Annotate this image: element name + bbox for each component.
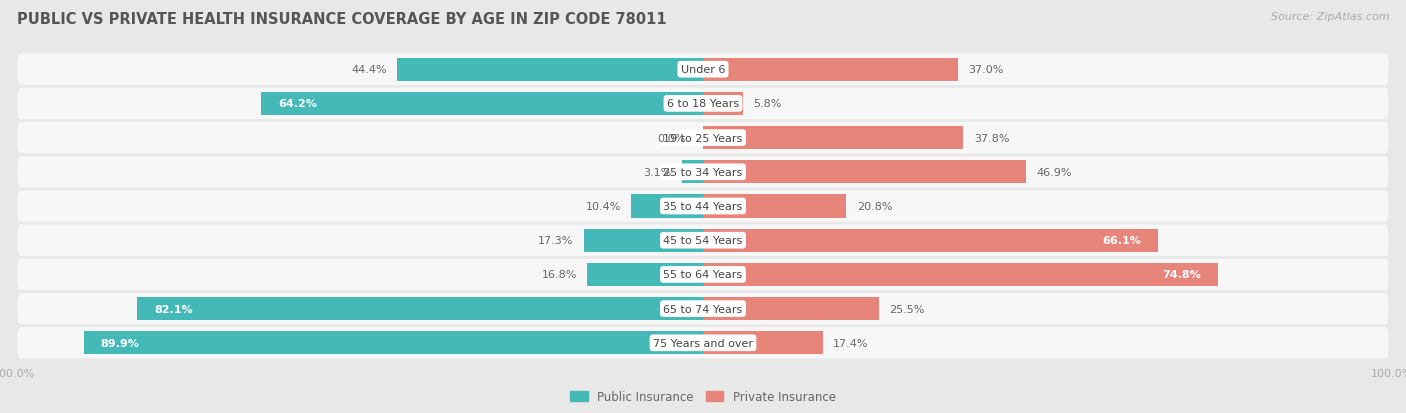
Bar <box>703 263 1219 286</box>
Text: 82.1%: 82.1% <box>155 304 193 314</box>
Bar <box>703 58 957 82</box>
FancyBboxPatch shape <box>17 157 1389 188</box>
Bar <box>631 195 703 218</box>
Text: 89.9%: 89.9% <box>101 338 139 348</box>
FancyBboxPatch shape <box>17 55 1389 86</box>
Text: 5.8%: 5.8% <box>754 99 782 109</box>
Text: 25.5%: 25.5% <box>889 304 924 314</box>
Text: Under 6: Under 6 <box>681 65 725 75</box>
Text: 44.4%: 44.4% <box>352 65 387 75</box>
Text: 65 to 74 Years: 65 to 74 Years <box>664 304 742 314</box>
FancyBboxPatch shape <box>17 88 1389 120</box>
Text: 25 to 34 Years: 25 to 34 Years <box>664 167 742 177</box>
Bar <box>703 161 1026 184</box>
Bar <box>583 229 703 252</box>
FancyBboxPatch shape <box>17 191 1389 222</box>
Text: 46.9%: 46.9% <box>1036 167 1071 177</box>
Text: 17.4%: 17.4% <box>834 338 869 348</box>
Bar <box>703 93 742 116</box>
Bar <box>703 229 1159 252</box>
Bar <box>396 58 703 82</box>
Text: 10.4%: 10.4% <box>586 202 621 211</box>
Bar <box>682 161 703 184</box>
FancyBboxPatch shape <box>17 293 1389 325</box>
FancyBboxPatch shape <box>17 327 1389 358</box>
FancyBboxPatch shape <box>17 225 1389 256</box>
Bar <box>703 195 846 218</box>
Text: 37.0%: 37.0% <box>969 65 1004 75</box>
FancyBboxPatch shape <box>17 123 1389 154</box>
Text: 0.0%: 0.0% <box>658 133 686 143</box>
Bar <box>260 93 703 116</box>
Bar <box>588 263 703 286</box>
Bar <box>138 297 703 320</box>
Text: 55 to 64 Years: 55 to 64 Years <box>664 270 742 280</box>
Text: 17.3%: 17.3% <box>538 236 574 246</box>
Text: 45 to 54 Years: 45 to 54 Years <box>664 236 742 246</box>
Legend: Public Insurance, Private Insurance: Public Insurance, Private Insurance <box>565 385 841 408</box>
Text: PUBLIC VS PRIVATE HEALTH INSURANCE COVERAGE BY AGE IN ZIP CODE 78011: PUBLIC VS PRIVATE HEALTH INSURANCE COVER… <box>17 12 666 27</box>
Text: 6 to 18 Years: 6 to 18 Years <box>666 99 740 109</box>
Text: 3.1%: 3.1% <box>643 167 671 177</box>
Text: 64.2%: 64.2% <box>278 99 316 109</box>
Bar <box>703 331 823 355</box>
Text: 75 Years and over: 75 Years and over <box>652 338 754 348</box>
Text: 19 to 25 Years: 19 to 25 Years <box>664 133 742 143</box>
Bar <box>703 127 963 150</box>
Text: 16.8%: 16.8% <box>541 270 576 280</box>
Text: 66.1%: 66.1% <box>1102 236 1142 246</box>
Text: 74.8%: 74.8% <box>1163 270 1201 280</box>
Text: Source: ZipAtlas.com: Source: ZipAtlas.com <box>1271 12 1389 22</box>
Text: 20.8%: 20.8% <box>856 202 893 211</box>
Text: 35 to 44 Years: 35 to 44 Years <box>664 202 742 211</box>
Bar <box>83 331 703 355</box>
FancyBboxPatch shape <box>17 259 1389 290</box>
Text: 37.8%: 37.8% <box>974 133 1010 143</box>
Bar <box>703 297 879 320</box>
